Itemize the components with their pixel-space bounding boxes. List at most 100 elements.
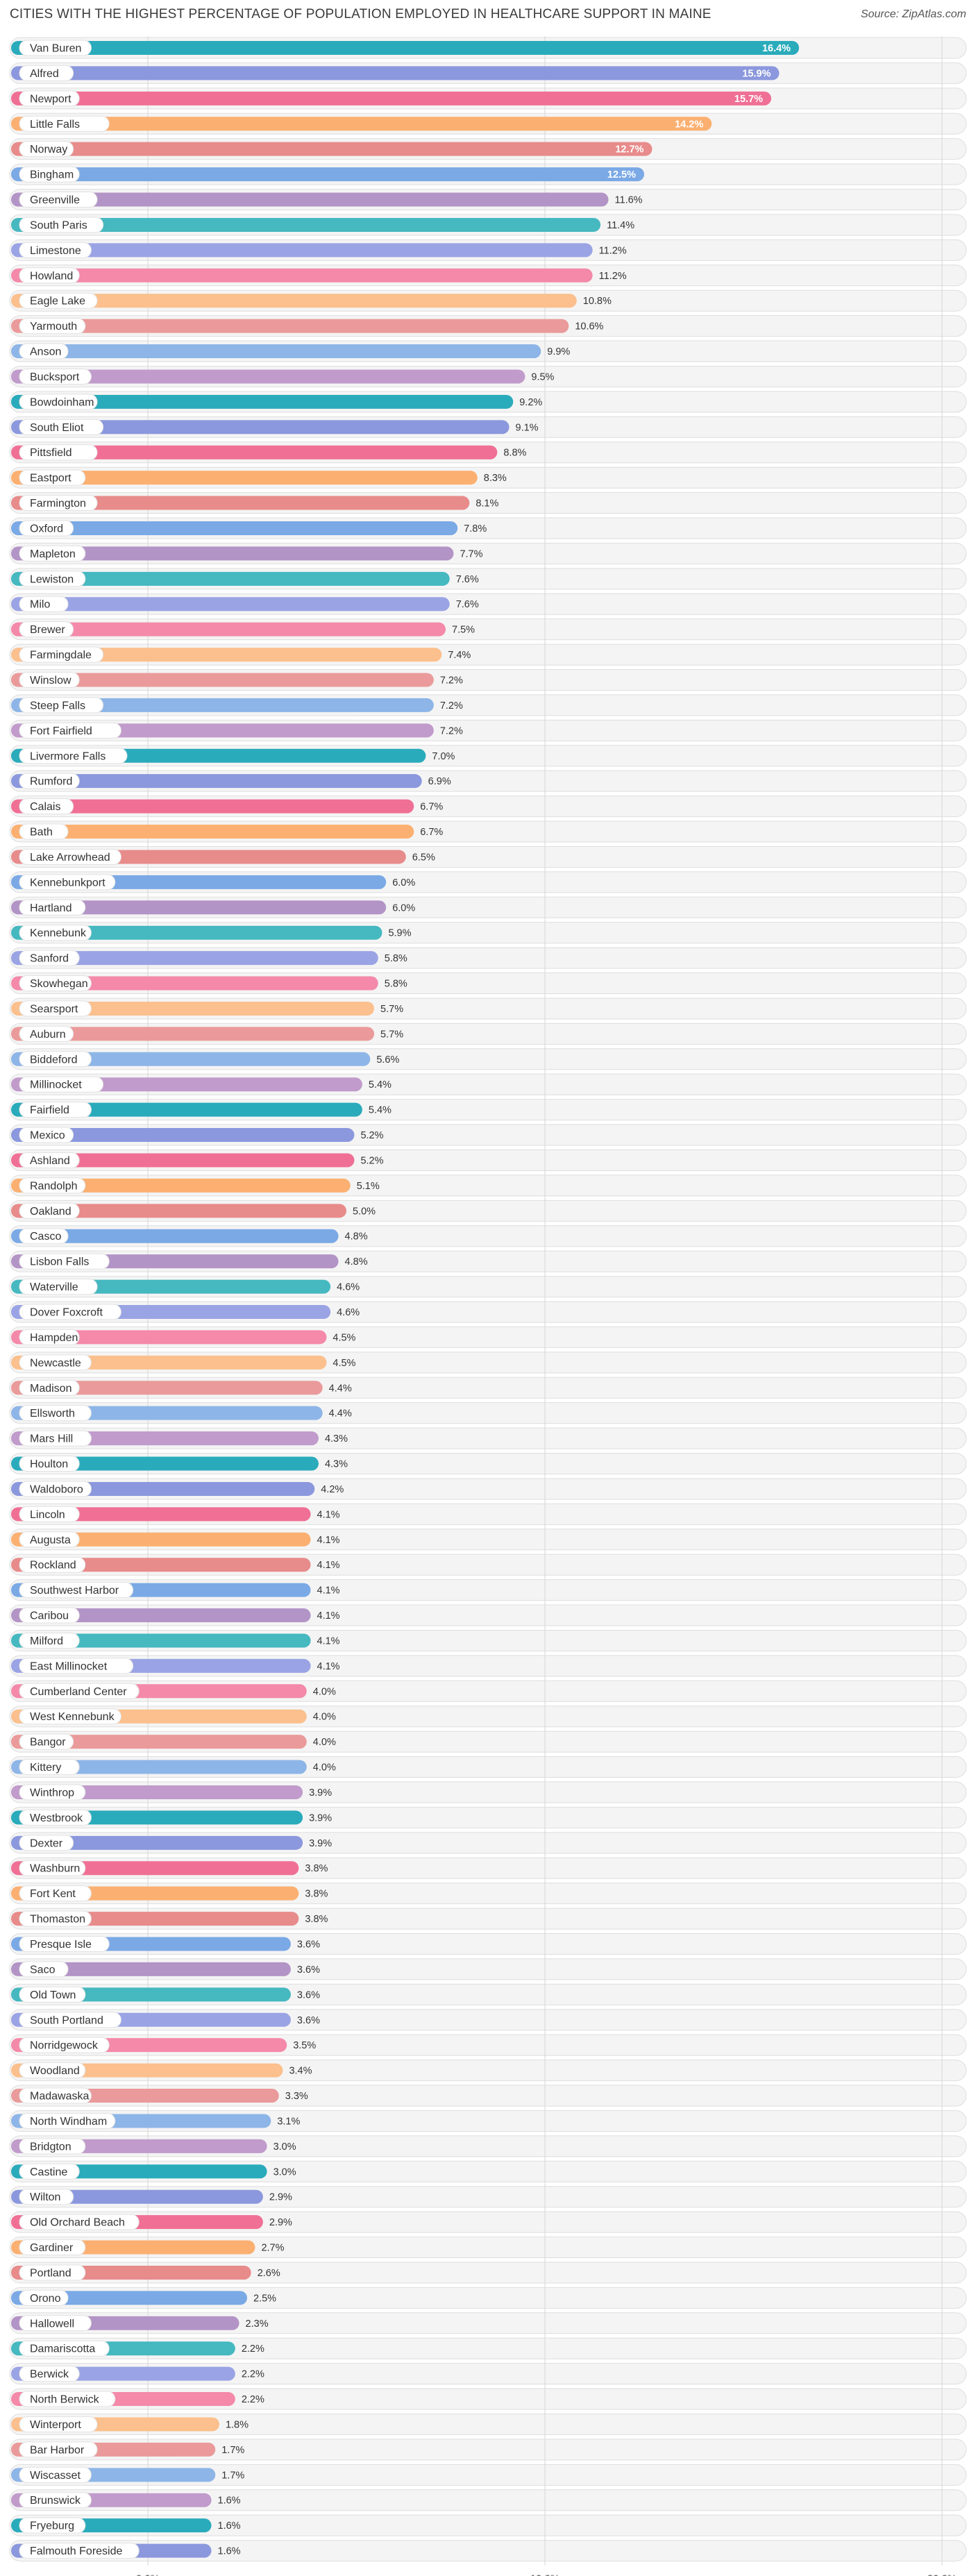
category-label-pill bbox=[19, 1759, 80, 1776]
category-label: Randolph bbox=[30, 1180, 78, 1192]
bar bbox=[11, 1001, 375, 1016]
category-label: Lake Arrowhead bbox=[30, 852, 110, 864]
category-label: Hallowell bbox=[30, 2318, 74, 2330]
value-label: 15.9% bbox=[742, 68, 771, 79]
value-label: 4.1% bbox=[317, 1661, 340, 1672]
category-label-pill bbox=[19, 217, 104, 233]
category-label: Bangor bbox=[30, 1737, 66, 1749]
bar bbox=[11, 268, 593, 283]
category-label-pill bbox=[19, 697, 104, 714]
bar bbox=[11, 471, 478, 485]
category-label-pill bbox=[19, 2391, 116, 2407]
category-label: Fort Fairfield bbox=[30, 725, 92, 737]
category-label-pill bbox=[19, 1961, 69, 1978]
row-background bbox=[9, 2262, 967, 2284]
value-label: 4.1% bbox=[317, 1585, 340, 1597]
bar bbox=[11, 1027, 375, 1041]
category-label: Winthrop bbox=[30, 1787, 74, 1799]
category-label-pill bbox=[19, 495, 98, 512]
value-label: 3.0% bbox=[274, 2141, 296, 2153]
value-label: 10.8% bbox=[583, 296, 612, 307]
category-label: Waterville bbox=[30, 1281, 78, 1293]
category-label: Little Falls bbox=[30, 119, 80, 131]
bar bbox=[11, 1835, 303, 1850]
bar bbox=[11, 1962, 291, 1976]
category-label-pill bbox=[19, 1228, 69, 1245]
value-label: 7.5% bbox=[452, 625, 475, 636]
category-label: Winslow bbox=[30, 675, 71, 687]
value-label: 4.4% bbox=[329, 1383, 352, 1394]
tick-label: 10.0% bbox=[530, 2573, 560, 2576]
category-label: Dover Foxcroft bbox=[30, 1307, 103, 1319]
value-label: 3.6% bbox=[297, 1989, 320, 2001]
bar bbox=[11, 344, 541, 359]
bar bbox=[11, 2291, 247, 2305]
bar bbox=[11, 1229, 339, 1243]
category-label: Van Buren bbox=[30, 43, 81, 55]
value-label: 7.6% bbox=[456, 574, 479, 585]
value-label: 11.4% bbox=[607, 220, 634, 231]
category-label: North Berwick bbox=[30, 2394, 100, 2406]
bar bbox=[11, 571, 450, 586]
bar bbox=[11, 420, 510, 435]
category-label-pill bbox=[19, 2441, 98, 2458]
category-label-pill bbox=[19, 1430, 92, 1447]
bar bbox=[11, 142, 653, 156]
bar bbox=[11, 1178, 351, 1193]
category-label: Southwest Harbor bbox=[30, 1585, 119, 1597]
category-label-pill bbox=[19, 40, 92, 56]
value-label: 4.6% bbox=[337, 1307, 360, 1318]
category-label-pill bbox=[19, 2315, 92, 2332]
bar bbox=[11, 900, 387, 915]
category-label-pill bbox=[19, 1556, 86, 1573]
bar bbox=[11, 1128, 355, 1143]
category-label-pill bbox=[19, 292, 98, 309]
value-label: 14.2% bbox=[675, 119, 703, 130]
category-label: Presque Isle bbox=[30, 1939, 92, 1951]
category-label-pill bbox=[19, 1000, 92, 1017]
value-label: 4.3% bbox=[325, 1433, 348, 1445]
bar bbox=[11, 66, 780, 81]
bar bbox=[11, 825, 414, 839]
category-label: Lewiston bbox=[30, 573, 74, 585]
category-label-pill bbox=[19, 192, 98, 208]
bar bbox=[11, 546, 454, 561]
value-label: 5.8% bbox=[385, 953, 407, 964]
value-label: 11.2% bbox=[599, 245, 627, 256]
value-label: 9.5% bbox=[531, 371, 554, 382]
category-label-pill bbox=[19, 2340, 110, 2357]
value-label: 3.6% bbox=[297, 2015, 320, 2026]
value-label: 7.4% bbox=[448, 650, 471, 661]
category-label: Gardiner bbox=[30, 2242, 74, 2254]
value-label: 3.8% bbox=[305, 1914, 328, 1925]
category-label: Ellsworth bbox=[30, 1408, 75, 1420]
value-label: 6.9% bbox=[428, 776, 451, 787]
value-label: 2.3% bbox=[246, 2318, 269, 2330]
value-label: 1.6% bbox=[218, 2546, 241, 2557]
category-label: Old Town bbox=[30, 1989, 76, 2001]
category-label: Hampden bbox=[30, 1332, 78, 1344]
bar bbox=[11, 1204, 346, 1218]
value-label: 16.4% bbox=[762, 43, 791, 54]
category-label-pill bbox=[19, 1304, 121, 1320]
value-label: 5.2% bbox=[360, 1155, 383, 1166]
row-background bbox=[9, 2514, 967, 2536]
category-label: Saco bbox=[30, 1964, 56, 1976]
row-background bbox=[9, 2363, 967, 2385]
category-label-pill bbox=[19, 2112, 116, 2129]
value-label: 7.2% bbox=[440, 700, 463, 712]
category-label: Norway bbox=[30, 144, 67, 155]
category-label-pill bbox=[19, 1683, 140, 1699]
bar bbox=[11, 976, 378, 991]
bar bbox=[11, 1532, 311, 1547]
category-label: Portland bbox=[30, 2267, 71, 2279]
category-label: Anson bbox=[30, 346, 61, 358]
bar bbox=[11, 369, 525, 384]
category-label-pill bbox=[19, 2264, 86, 2281]
category-label: Fryeburg bbox=[30, 2520, 74, 2532]
row-background bbox=[9, 2439, 967, 2461]
category-label: Damariscotta bbox=[30, 2343, 95, 2355]
value-label: 3.0% bbox=[274, 2166, 296, 2178]
category-label: Woodland bbox=[30, 2065, 80, 2077]
category-label-pill bbox=[19, 1025, 74, 1042]
